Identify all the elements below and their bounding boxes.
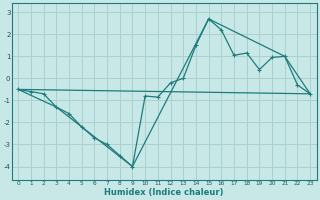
X-axis label: Humidex (Indice chaleur): Humidex (Indice chaleur) [104, 188, 224, 197]
